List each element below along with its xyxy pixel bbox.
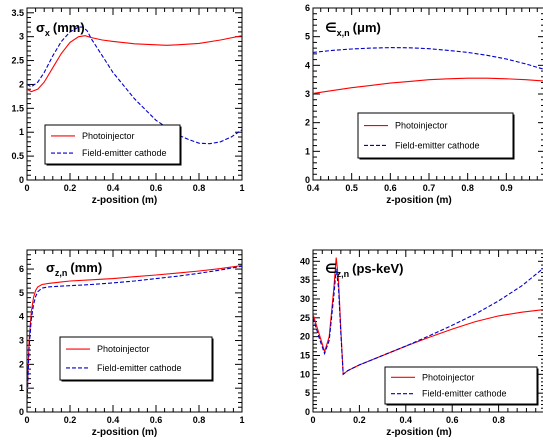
plot-frame — [312, 249, 543, 413]
x-tick-label: 0 — [24, 415, 29, 425]
y-tick-label: 35 — [300, 275, 310, 285]
panel-3: 0 0.2 0.4 0.6 0.8 1 0 1 2 3 4 5 6 z-position (m) σz,n(… — [19, 249, 245, 438]
series-line-photoinjector — [27, 35, 242, 93]
x-tick-label: 0.2 — [64, 415, 77, 425]
y-tick-label: 3 — [19, 32, 24, 42]
x-tick-label: 0 — [24, 183, 29, 193]
series-line-field-emitter — [27, 26, 242, 145]
x-tick-label: 1 — [239, 183, 244, 193]
legend-label: Field-emitter cathode — [82, 148, 167, 158]
x-tick-label: 0.4 — [400, 415, 413, 425]
panel-title: ∈z,n (ps-keV) — [325, 261, 403, 279]
y-tick-label: 0.5 — [11, 151, 24, 161]
y-tick-label: 1.5 — [11, 103, 24, 113]
legend-label: Field-emitter cathode — [422, 389, 507, 399]
x-tick-label: 0.8 — [461, 183, 474, 193]
y-tick-label: 4 — [305, 60, 310, 70]
legend-label: Photoinjector — [82, 131, 135, 141]
y-tick-label: 10 — [300, 369, 310, 379]
legend-box — [44, 124, 181, 165]
legend-box — [59, 336, 213, 381]
y-tick-label: 20 — [300, 332, 310, 342]
x-tick-label: 0.2 — [353, 415, 366, 425]
x-tick-label: 0.5 — [345, 183, 358, 193]
x-tick-label: 0 — [310, 415, 315, 425]
x-axis-title: z-position (m) — [386, 195, 452, 206]
y-tick-label: 30 — [300, 294, 310, 304]
panel-title: σz,n (mm) — [46, 260, 102, 278]
y-tick-label: 0 — [19, 407, 24, 417]
legend-label: Field-emitter cathode — [395, 140, 480, 150]
legend-label: Photoinjector — [395, 121, 448, 131]
y-tick-label: 1 — [305, 146, 310, 156]
y-tick-label: 15 — [300, 350, 310, 360]
x-tick-label: 0.8 — [492, 415, 505, 425]
legend: Photoinjector Field-emitter cathode — [357, 112, 515, 160]
x-tick-label: 0.8 — [193, 415, 206, 425]
x-tick-label: 1 — [239, 415, 244, 425]
panel-2: 0.40.50.60.70.80.910123456z-position (m)… — [305, 3, 543, 206]
legend-label: Photoinjector — [97, 344, 150, 354]
y-tick-label: 1 — [19, 383, 24, 393]
y-tick-label: 5 — [19, 288, 24, 298]
series-line-field-emitter — [313, 47, 543, 70]
y-tick-label: 6 — [19, 264, 24, 274]
y-tick-label: 5 — [305, 388, 310, 398]
y-tick-label: 3 — [305, 89, 310, 99]
x-tick-label: 0.4 — [307, 183, 320, 193]
y-tick-label: 3 — [19, 336, 24, 346]
x-axis-title: z-position (m) — [92, 195, 158, 206]
x-tick-label: 0.6 — [150, 415, 163, 425]
series-line-photoinjector — [27, 264, 242, 405]
series-line-photoinjector — [313, 257, 543, 376]
y-tick-label: 2 — [305, 118, 310, 128]
y-tick-label: 5 — [305, 32, 310, 42]
legend: Photoinjector Field-emitter cathode — [59, 336, 214, 382]
legend: Photoinjector Field-emitter cathode — [44, 124, 182, 166]
y-tick-label: 0 — [305, 407, 310, 417]
y-tick-label: 1 — [19, 127, 24, 137]
legend-label: Field-emitter cathode — [97, 363, 182, 373]
x-tick-label: 0.6 — [446, 415, 459, 425]
x-tick-label: 0.7 — [423, 183, 436, 193]
x-tick-label: 0.9 — [500, 183, 513, 193]
y-tick-label: 3.5 — [11, 8, 24, 18]
x-tick-label: 0.4 — [107, 183, 120, 193]
x-tick-label: 0.6 — [150, 183, 163, 193]
legend-box — [357, 112, 514, 159]
y-tick-label: 0 — [305, 175, 310, 185]
legend-box — [384, 366, 538, 405]
y-tick-label: 0 — [19, 175, 24, 185]
x-axis-title: z-position (m) — [386, 427, 452, 438]
panel-title: σx (mm) — [36, 20, 85, 38]
y-tick-label: 2 — [19, 359, 24, 369]
panel-title: ∈x,n (μm) — [325, 20, 381, 38]
legend: Photoinjector Field-emitter cathode — [384, 366, 539, 406]
y-tick-label: 6 — [305, 3, 310, 13]
series-line-field-emitter — [27, 265, 242, 405]
x-axis-title: z-position (m) — [92, 427, 158, 438]
x-tick-label: 0.8 — [193, 183, 206, 193]
series-line-photoinjector — [313, 77, 543, 94]
x-tick-label: 0.6 — [384, 183, 397, 193]
y-tick-label: 2 — [19, 79, 24, 89]
x-tick-label: 0.4 — [107, 415, 120, 425]
y-tick-label: 40 — [300, 256, 310, 266]
panel-4: 00.20.40.60.810510152025303540z-position… — [300, 249, 543, 438]
panel-1: 0 0.2 0.4 0.6 0.8 1 0 0.5 1 1.5 2 2.5 3 3.5 z-position… — [11, 7, 245, 206]
y-tick-label: 2.5 — [11, 56, 24, 66]
legend-label: Photoinjector — [422, 372, 475, 382]
x-tick-label: 0.2 — [64, 183, 77, 193]
y-tick-label: 25 — [300, 313, 310, 323]
y-tick-label: 4 — [19, 312, 24, 322]
series-line-field-emitter — [313, 267, 543, 376]
